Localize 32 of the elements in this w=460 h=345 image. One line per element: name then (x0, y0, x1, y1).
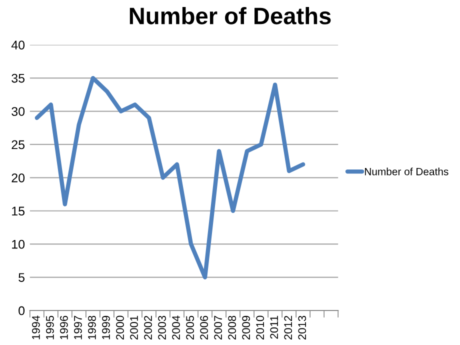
y-tick-label: 5 (18, 273, 25, 282)
x-tick-label: 2008 (228, 316, 236, 340)
x-tick-label: 1997 (74, 316, 82, 340)
legend-label: Number of Deaths (364, 168, 448, 176)
x-tick-label: 2004 (172, 316, 180, 340)
y-tick-label: 20 (12, 173, 25, 182)
x-tick-label: 2002 (144, 316, 152, 340)
x-tick-label: 2003 (158, 316, 166, 340)
chart-title: Number of Deaths (130, 7, 331, 24)
x-tick-label: 2005 (186, 316, 194, 340)
x-tick-label: 2007 (214, 316, 222, 340)
x-tick-label: 2006 (200, 316, 208, 340)
x-tick-label: 2001 (130, 316, 138, 340)
y-tick-label: 30 (12, 107, 25, 116)
y-tick-label: 35 (12, 74, 25, 83)
y-tick-label: 15 (12, 206, 25, 216)
line-series (34, 76, 306, 280)
x-tick-label: 1995 (46, 316, 54, 340)
x-tick-label: 2010 (256, 316, 264, 340)
x-tick-label: 2000 (116, 316, 124, 340)
x-tick-label: 2011 (270, 316, 278, 339)
x-tick-label: 2012 (284, 316, 292, 340)
x-tick-label: 1998 (88, 316, 96, 340)
y-tick-label: 0 (18, 306, 25, 316)
x-tick-label: 2009 (242, 316, 250, 340)
x-tick-label: 1999 (102, 316, 110, 340)
x-tick-label: 1996 (60, 316, 68, 340)
y-tick-label: 40 (11, 40, 25, 50)
x-tick-label: 1994 (32, 316, 40, 340)
x-tick-label: 2013 (298, 316, 306, 340)
y-tick-label: 10 (12, 240, 25, 249)
y-tick-label: 25 (12, 140, 25, 150)
